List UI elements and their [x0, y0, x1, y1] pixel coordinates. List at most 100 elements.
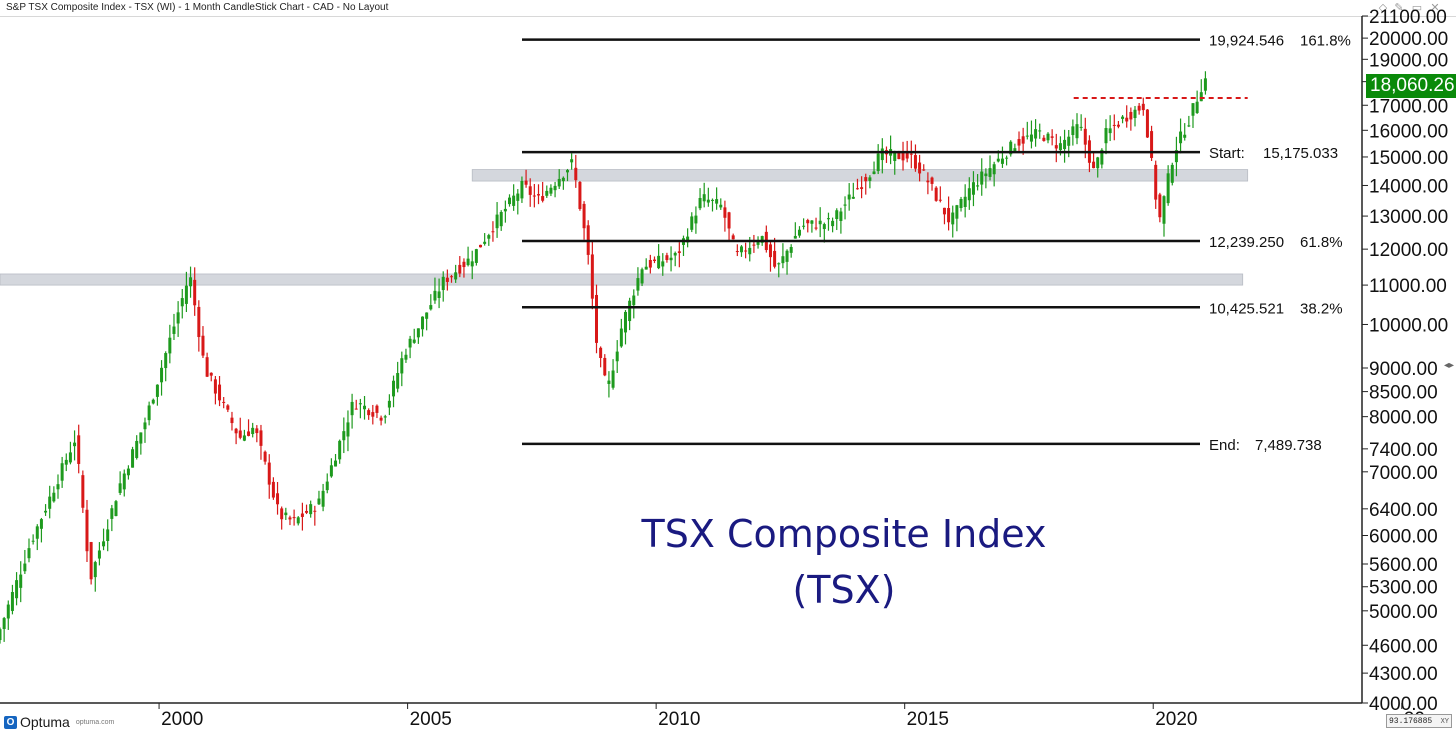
y-tick-label: 4600.00 — [1369, 636, 1438, 657]
candle — [814, 217, 818, 231]
candle — [201, 326, 205, 359]
candle-body — [570, 159, 574, 163]
candle-body — [756, 241, 760, 245]
candle-body — [1092, 161, 1096, 169]
candle-body — [818, 220, 822, 225]
candle — [288, 515, 292, 526]
candle-body — [632, 295, 636, 306]
candle — [193, 267, 197, 316]
candle — [205, 352, 209, 378]
candle-body — [454, 272, 458, 280]
candle — [781, 243, 785, 269]
close-icon[interactable]: ✕ — [1430, 2, 1440, 14]
candle — [524, 169, 528, 188]
candle-body — [789, 247, 793, 253]
candle-body — [102, 541, 106, 547]
candle-body — [189, 277, 193, 287]
candle-body — [648, 259, 652, 268]
candle-body — [491, 231, 495, 233]
candle — [64, 453, 68, 472]
candle — [151, 398, 155, 405]
candle-body — [835, 210, 839, 220]
candle-body — [760, 236, 764, 243]
candle — [437, 278, 441, 309]
candle-body — [847, 194, 851, 200]
x-tick-label: 2020 — [1155, 709, 1197, 730]
fib-level-value: 61.8% — [1300, 234, 1343, 251]
candle — [44, 504, 48, 516]
candle — [694, 206, 698, 234]
candle-body — [358, 403, 362, 405]
pushpin-icon[interactable]: ✎ — [1394, 2, 1404, 14]
candle-body — [1191, 103, 1195, 116]
pin-icon[interactable]: ◇ — [1378, 2, 1388, 14]
candle — [706, 187, 710, 207]
candle — [1046, 132, 1050, 144]
logo-site: optuma.com — [75, 718, 115, 726]
candle-body — [383, 416, 387, 418]
candle-body — [209, 372, 213, 376]
restore-icon[interactable]: ▭ — [1411, 2, 1423, 14]
candle — [756, 236, 760, 249]
optuma-logo: O Optuma optuma.com — [4, 713, 114, 731]
xy-readout[interactable]: 93.176885 XY — [1386, 714, 1452, 728]
candle-body — [545, 190, 549, 196]
candle — [1104, 119, 1108, 155]
candle — [818, 207, 822, 238]
candle — [238, 417, 242, 440]
candle — [325, 473, 329, 494]
support-band — [471, 169, 1249, 182]
candle — [118, 471, 122, 496]
axis-scroll-icon[interactable]: ◂▸ — [1444, 360, 1455, 371]
candle — [561, 176, 565, 190]
candle — [988, 155, 992, 181]
candle-body — [238, 430, 242, 438]
candle — [68, 441, 72, 465]
candle-body — [976, 185, 980, 187]
candle — [1183, 123, 1187, 141]
candle-body — [321, 490, 325, 507]
candle-body — [288, 517, 292, 520]
candle-body — [1187, 125, 1191, 127]
candle-body — [1038, 130, 1042, 132]
candle — [594, 284, 598, 354]
candle — [487, 233, 491, 246]
candle — [1121, 115, 1125, 124]
candle-body — [1005, 157, 1009, 159]
candle — [429, 294, 433, 311]
candle — [346, 410, 350, 452]
candle — [267, 454, 271, 499]
candle-body — [574, 167, 578, 181]
candle-body — [1096, 157, 1100, 169]
candle — [938, 186, 942, 203]
candle-body — [748, 247, 752, 255]
candle — [367, 408, 371, 420]
candle-body — [951, 212, 955, 225]
candle-body — [114, 501, 118, 517]
candle-body — [582, 203, 586, 229]
candle — [1005, 155, 1009, 166]
candle-body — [15, 580, 19, 599]
candle-body — [1129, 111, 1133, 120]
candle-body — [1121, 116, 1125, 119]
candle — [980, 158, 984, 196]
y-tick-label: 4300.00 — [1369, 664, 1438, 685]
candle — [172, 313, 176, 341]
candle — [710, 198, 714, 212]
candle — [1203, 71, 1207, 95]
candle-body — [292, 517, 296, 519]
candle-body — [532, 195, 536, 197]
y-tick-label: 5600.00 — [1369, 555, 1438, 576]
candle-body — [329, 465, 333, 477]
candle-body — [698, 197, 702, 209]
candle — [470, 250, 474, 280]
candle-body — [520, 181, 524, 199]
candle — [110, 504, 114, 532]
candle-body — [860, 187, 864, 189]
candle — [309, 500, 313, 518]
candle — [89, 541, 93, 585]
candle — [1166, 165, 1170, 206]
candle — [719, 198, 723, 210]
y-tick-label: 21100.00 — [1369, 7, 1447, 28]
